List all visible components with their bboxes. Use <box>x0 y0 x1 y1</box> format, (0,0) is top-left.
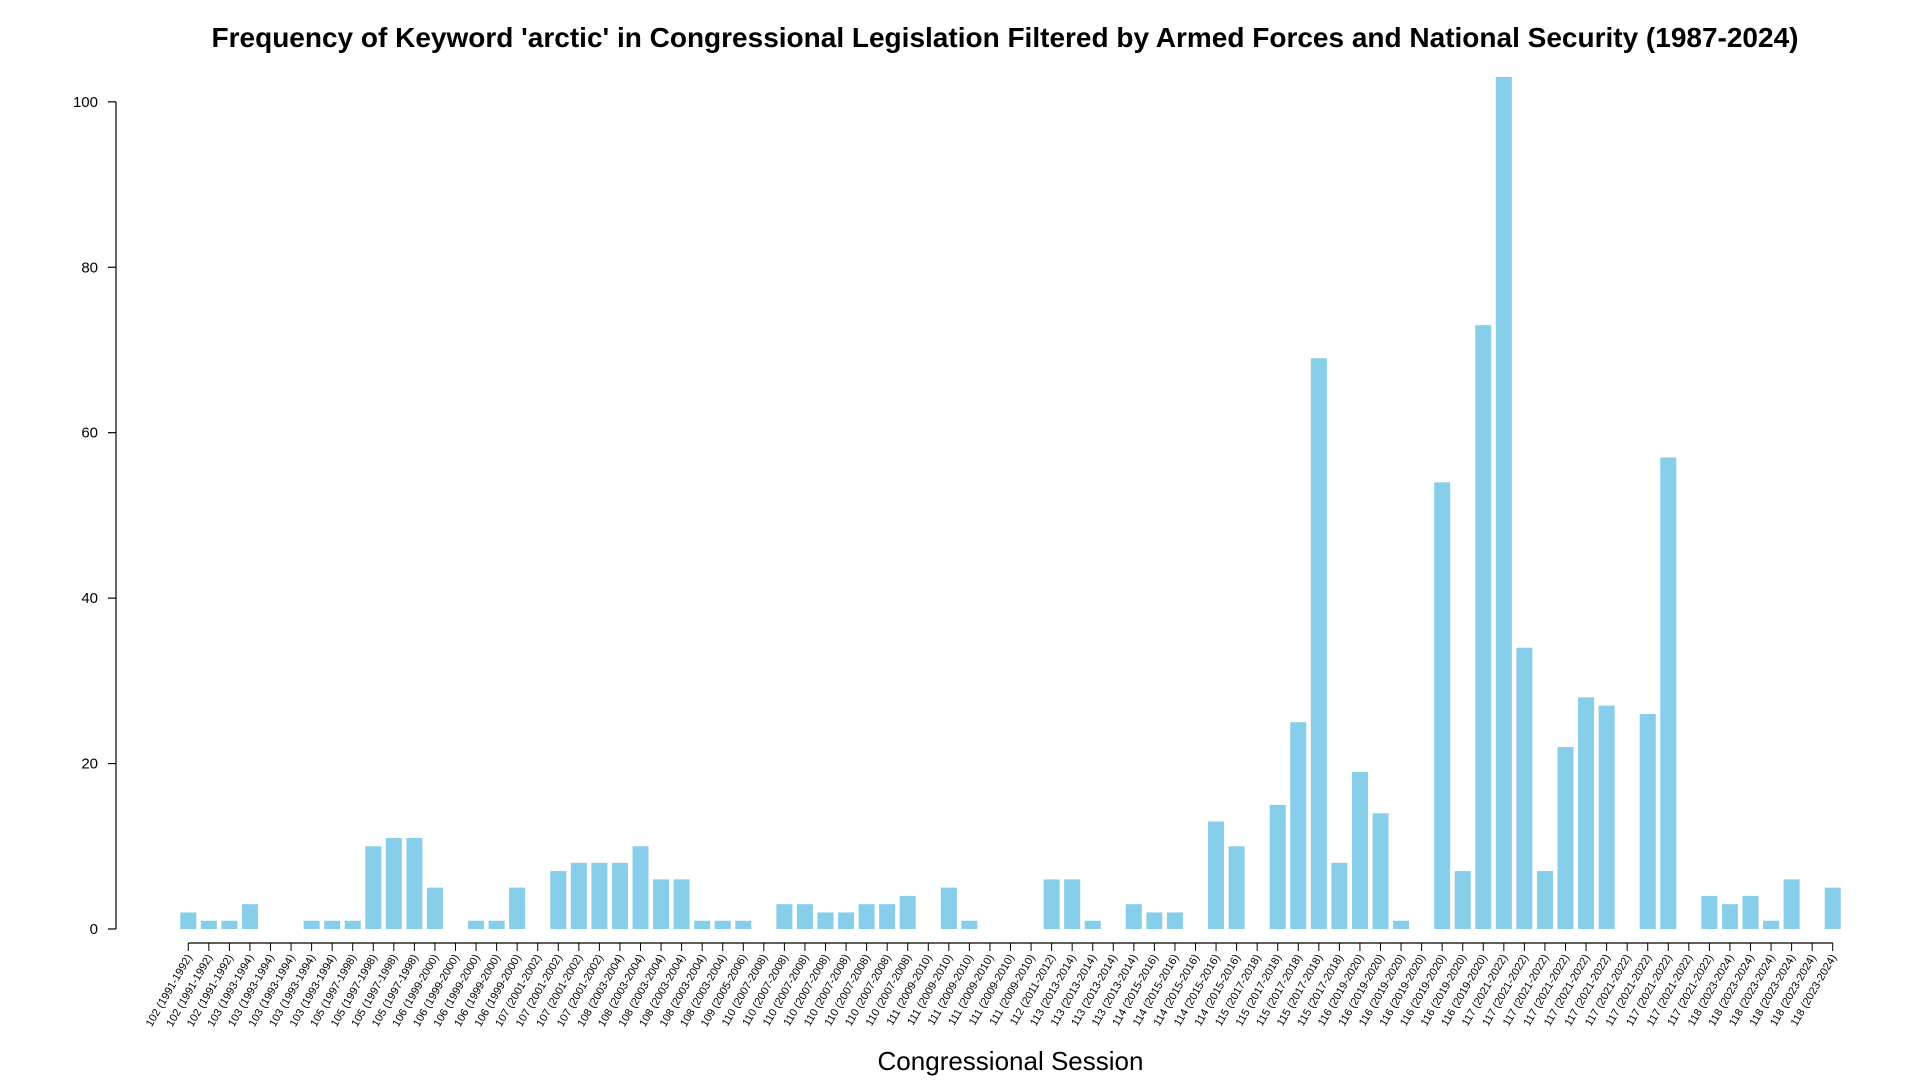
bar <box>488 920 505 929</box>
x-axis: 102 (1991-1992)102 (1991-1992)102 (1991-… <box>144 942 1839 1029</box>
y-tick-label: 100 <box>73 94 98 111</box>
y-tick-label: 80 <box>81 259 98 276</box>
bar <box>714 920 731 929</box>
bar <box>1639 713 1656 929</box>
bar <box>385 838 402 929</box>
bar <box>344 920 361 929</box>
chart-title: Frequency of Keyword 'arctic' in Congres… <box>211 22 1799 53</box>
bar <box>1763 920 1780 929</box>
bar <box>1701 895 1718 929</box>
y-tick-label: 20 <box>81 756 98 773</box>
bar <box>879 904 896 929</box>
bar <box>221 920 238 929</box>
bar <box>776 904 793 929</box>
bar <box>673 879 690 929</box>
bar <box>1269 804 1286 929</box>
bar <box>735 920 752 929</box>
bar <box>1660 457 1677 929</box>
bar <box>1208 821 1225 929</box>
bar <box>468 920 485 929</box>
bar <box>694 920 711 929</box>
bar <box>1228 846 1245 929</box>
bar <box>1578 697 1595 929</box>
bar <box>1434 482 1451 929</box>
bar <box>653 879 670 929</box>
bar <box>1084 920 1101 929</box>
bar <box>1125 904 1142 929</box>
bar <box>1598 705 1615 929</box>
bar <box>1454 871 1471 929</box>
bar <box>1557 747 1574 929</box>
bar <box>1393 920 1410 929</box>
bar <box>1331 862 1348 929</box>
bar <box>940 887 957 929</box>
y-tick-label: 60 <box>81 425 98 442</box>
bar <box>1043 879 1060 929</box>
bar <box>324 920 341 929</box>
bar <box>570 862 587 929</box>
bar <box>1742 895 1759 929</box>
bar <box>1146 912 1163 929</box>
bar <box>632 846 649 929</box>
x-axis-title: Congressional Session <box>878 1046 1144 1076</box>
bar <box>838 912 855 929</box>
bar <box>858 904 875 929</box>
bar <box>241 904 258 929</box>
bar <box>961 920 978 929</box>
bar <box>1166 912 1183 929</box>
bar <box>303 920 320 929</box>
bar <box>1372 813 1389 929</box>
bar <box>1064 879 1081 929</box>
bar <box>591 862 608 929</box>
bar <box>796 904 813 929</box>
bar <box>1290 722 1307 929</box>
bar <box>1495 77 1512 929</box>
bar <box>1351 771 1368 929</box>
bar <box>180 912 197 929</box>
bar <box>899 895 916 929</box>
bar <box>426 887 443 929</box>
bar <box>1310 358 1327 930</box>
bar <box>509 887 526 929</box>
y-axis: 0 20 40 60 80 100 <box>73 94 117 938</box>
bar <box>1824 887 1841 929</box>
bar <box>1536 871 1553 929</box>
bar <box>550 871 567 929</box>
bar <box>1475 325 1492 929</box>
bars-group <box>180 77 1841 930</box>
bar <box>1516 647 1533 929</box>
bar <box>1721 904 1738 929</box>
bar <box>1783 879 1800 929</box>
bar <box>200 920 217 929</box>
bar <box>817 912 834 929</box>
bar <box>406 838 423 929</box>
y-tick-label: 0 <box>90 921 98 938</box>
bar <box>365 846 382 929</box>
y-tick-label: 40 <box>81 590 98 607</box>
bar <box>611 862 628 929</box>
